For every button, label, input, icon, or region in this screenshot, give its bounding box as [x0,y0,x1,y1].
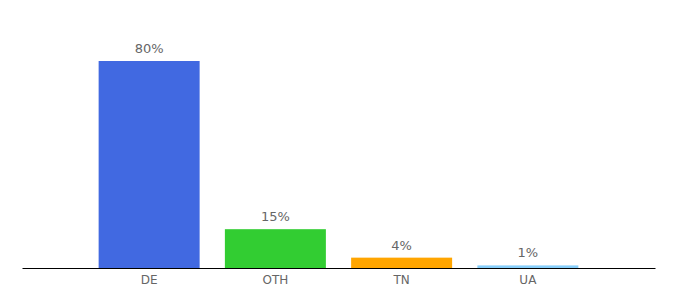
tick-label: OTH [262,273,288,287]
bar [351,258,452,268]
tick: OTH [262,273,288,287]
data-labels: 80% 15% 4% 1% [135,41,539,260]
tick: DE [141,273,158,287]
axis-line [23,268,656,269]
tick: UA [519,273,537,287]
tick-label: DE [141,273,158,287]
data-label: 80% [135,41,164,56]
data-label: 15% [261,209,290,224]
tick-label: UA [519,273,537,287]
tick-label: TN [392,273,409,287]
bar [99,61,200,268]
x-axis: DE OTH TN UA [23,269,656,287]
bars [99,61,579,268]
data-label: 4% [391,238,412,253]
bar [477,265,578,268]
tick: TN [392,273,409,287]
data-label: 1% [518,245,539,260]
chart: 80% 15% 4% 1% DE OTH TN UA [0,0,680,300]
bar [225,229,326,268]
